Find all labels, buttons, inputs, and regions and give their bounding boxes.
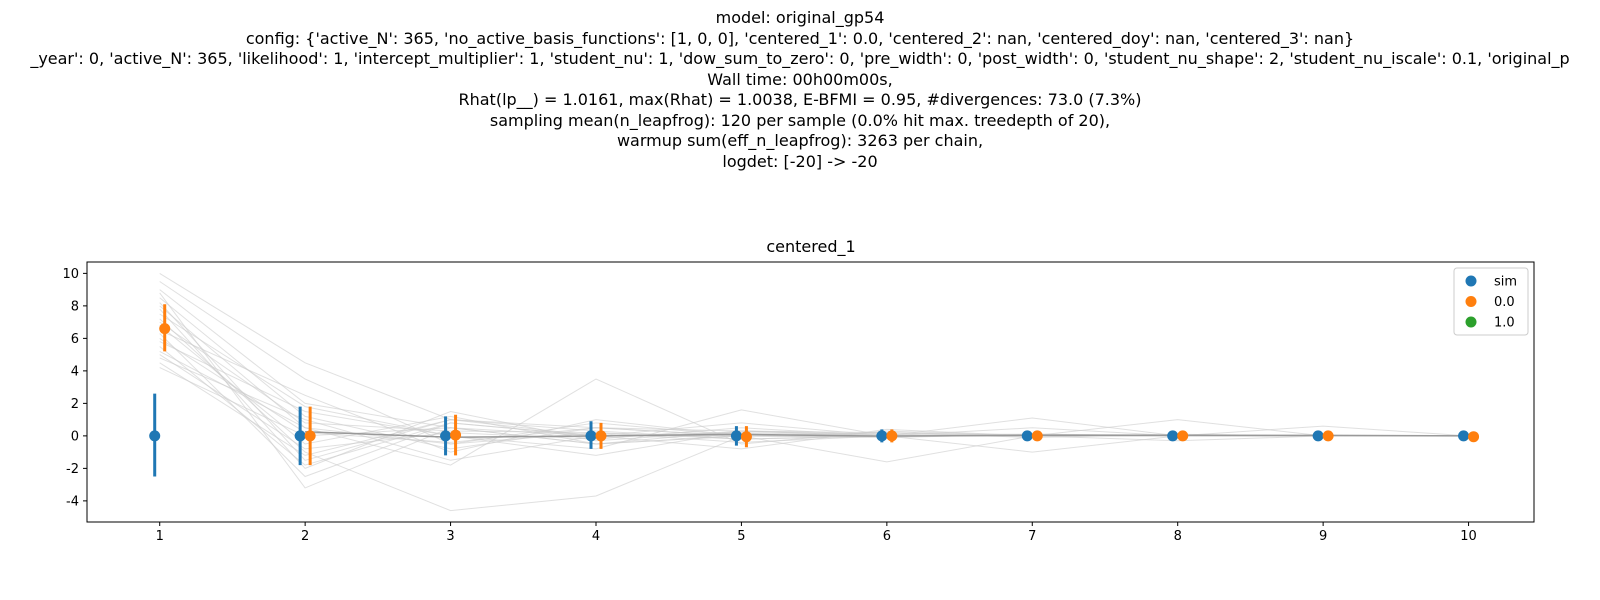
- y-tick-label: -2: [66, 462, 79, 477]
- y-tick-label: 2: [71, 397, 79, 412]
- y-tick-label: 6: [71, 332, 79, 347]
- draw-line: [159, 346, 1469, 466]
- x-tick-label: 9: [1319, 529, 1327, 544]
- y-tick-label: 4: [71, 364, 79, 379]
- data-point: [886, 430, 898, 442]
- y-tick-label: -4: [66, 494, 79, 509]
- draw-line: [159, 292, 1469, 489]
- suptitle-line: config: {'active_N': 365, 'no_active_bas…: [245, 28, 1355, 48]
- draw-line: [159, 325, 1469, 463]
- axes-title: centered_1: [766, 237, 855, 257]
- data-point: [1312, 430, 1324, 442]
- x-tick-label: 5: [737, 529, 745, 544]
- legend: sim 0.0 1.0: [1453, 267, 1529, 336]
- suptitle-line: Rhat(lp__) = 1.0161, max(Rhat) = 1.0038,…: [458, 90, 1142, 109]
- data-point: [1021, 430, 1033, 442]
- legend-marker: [1465, 316, 1477, 328]
- draw-line: [159, 305, 1469, 466]
- draw-line: [159, 341, 1469, 456]
- suptitle-line: _year': 0, 'active_N': 365, 'likelihood'…: [30, 49, 1570, 68]
- data-point: [585, 430, 597, 442]
- data-point: [740, 431, 752, 443]
- data-point: [149, 430, 161, 442]
- legend-label: sim: [1494, 275, 1517, 290]
- x-tick-label: 8: [1174, 529, 1182, 544]
- y-axis: -4 -2 0 2 4 6 8 10: [62, 267, 87, 509]
- suptitle-line: model: original_gp54: [715, 8, 885, 27]
- x-tick-label: 7: [1028, 529, 1036, 544]
- draw-line: [159, 333, 1469, 478]
- data-point: [1468, 431, 1480, 443]
- data-point: [1322, 430, 1334, 442]
- data-point: [595, 430, 607, 442]
- draw-line: [159, 308, 1469, 469]
- y-tick-label: 0: [71, 429, 79, 444]
- draw-line: [159, 337, 1469, 443]
- data-point: [1458, 430, 1470, 442]
- x-tick-label: 2: [301, 529, 309, 544]
- x-tick-label: 6: [883, 529, 891, 544]
- data-marks: [149, 304, 1480, 477]
- data-point: [304, 430, 316, 442]
- axes-frame: [86, 261, 1535, 523]
- x-tick-label: 1: [156, 529, 164, 544]
- data-point: [159, 323, 171, 335]
- data-point: [1031, 430, 1043, 442]
- data-point: [294, 430, 306, 442]
- legend-marker: [1465, 275, 1477, 287]
- data-point: [440, 430, 452, 442]
- legend-label: 0.0: [1494, 295, 1515, 310]
- legend-marker: [1465, 296, 1477, 307]
- data-point: [1177, 430, 1189, 442]
- suptitle-line: warmup sum(eff_n_leapfrog): 3263 per cha…: [616, 131, 984, 150]
- data-point: [876, 430, 888, 442]
- draw-line: [159, 289, 1469, 445]
- x-tick-label: 10: [1460, 529, 1477, 544]
- posterior-draws: [159, 272, 1469, 512]
- draw-line: [159, 362, 1469, 456]
- suptitle-line: sampling mean(n_leapfrog): 120 per sampl…: [489, 110, 1111, 130]
- data-point: [450, 429, 462, 441]
- y-tick-label: 10: [62, 267, 79, 282]
- legend-label: 1.0: [1494, 316, 1515, 331]
- x-tick-label: 4: [592, 529, 600, 544]
- y-tick-label: 8: [71, 299, 79, 314]
- x-axis: 1 2 3 4 5 6 7 8 9 10: [156, 522, 1477, 544]
- draw-line: [159, 313, 1469, 450]
- data-point: [730, 430, 742, 442]
- suptitle: model: original_gp54 config: {'active_N'…: [0, 8, 1600, 172]
- x-tick-label: 3: [446, 529, 454, 544]
- draw-line: [159, 357, 1469, 461]
- data-point: [1167, 430, 1179, 442]
- suptitle-line: logdet: [-20] -> -20: [722, 151, 878, 171]
- suptitle-line: Wall time: 00h00m00s,: [707, 69, 893, 89]
